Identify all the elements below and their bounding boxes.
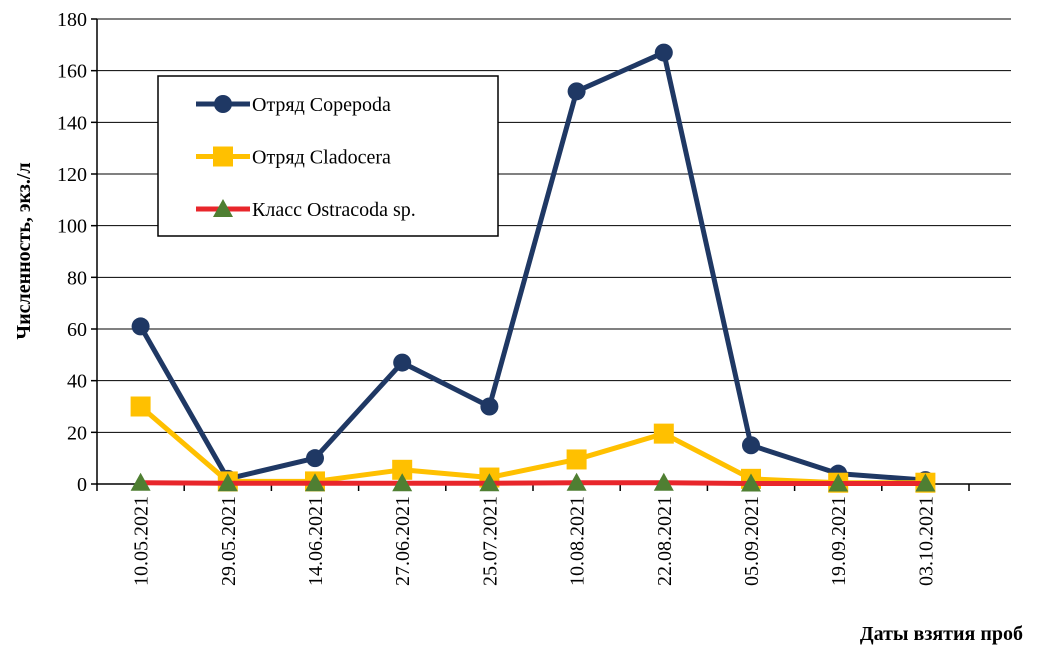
- marker: [306, 449, 324, 468]
- marker: [742, 436, 760, 455]
- legend: Отряд Copepoda Отряд Cladocera Класс Ostra…: [157, 75, 499, 237]
- marker: [653, 472, 674, 491]
- x-tick-label: 29.05.2021: [218, 496, 240, 586]
- marker: [480, 397, 499, 416]
- y-tick-label: 60: [67, 319, 87, 341]
- marker: [479, 473, 500, 492]
- x-axis-title: Даты взятия проб: [860, 623, 1023, 645]
- x-tick-label: 03.10.2021: [915, 496, 937, 586]
- y-tick-label: 160: [57, 61, 87, 83]
- marker: [566, 472, 587, 491]
- marker: [566, 449, 587, 470]
- y-tick-label: 0: [77, 474, 87, 496]
- legend-label: Отряд Copepoda: [252, 94, 391, 116]
- marker: [741, 473, 761, 492]
- series-line: [138, 50, 926, 483]
- legend-label: Класс Ostracoda sp.: [252, 199, 416, 221]
- marker: [130, 396, 151, 417]
- legend-marker: [213, 146, 233, 167]
- x-tick-label: 22.08.2021: [654, 496, 676, 586]
- y-tick-label: 120: [57, 164, 87, 186]
- marker: [915, 473, 936, 492]
- y-axis-title: Численность, экз./л: [13, 162, 35, 339]
- y-tick-label: 20: [67, 422, 87, 444]
- legend-marker: [214, 95, 232, 113]
- marker: [653, 423, 674, 444]
- legend-marker: [213, 199, 233, 217]
- x-tick-label: 05.09.2021: [741, 496, 763, 586]
- y-tick-label: 140: [57, 112, 87, 134]
- series-line: [140, 480, 926, 486]
- x-tick-label: 25.07.2021: [479, 496, 501, 586]
- marker: [130, 472, 151, 491]
- x-tick-label: 27.06.2021: [392, 496, 414, 586]
- x-tick-label: 19.09.2021: [828, 496, 850, 586]
- y-tick-label: 80: [67, 267, 87, 289]
- marker: [305, 473, 325, 492]
- marker: [393, 353, 412, 372]
- marker: [654, 43, 673, 62]
- y-tick-label: 40: [67, 371, 87, 393]
- marker: [828, 473, 849, 492]
- legend-label: Отряд Cladocera: [252, 147, 391, 169]
- x-tick-label: 10.08.2021: [567, 496, 589, 586]
- marker: [567, 82, 586, 101]
- marker: [217, 473, 238, 492]
- y-tick-label: 180: [57, 9, 87, 31]
- marker: [392, 473, 413, 492]
- marker: [131, 317, 150, 336]
- marker: [392, 459, 413, 480]
- x-tick-label: 10.05.2021: [131, 496, 153, 586]
- y-tick-label: 100: [57, 216, 87, 238]
- x-tick-label: 14.06.2021: [305, 496, 327, 586]
